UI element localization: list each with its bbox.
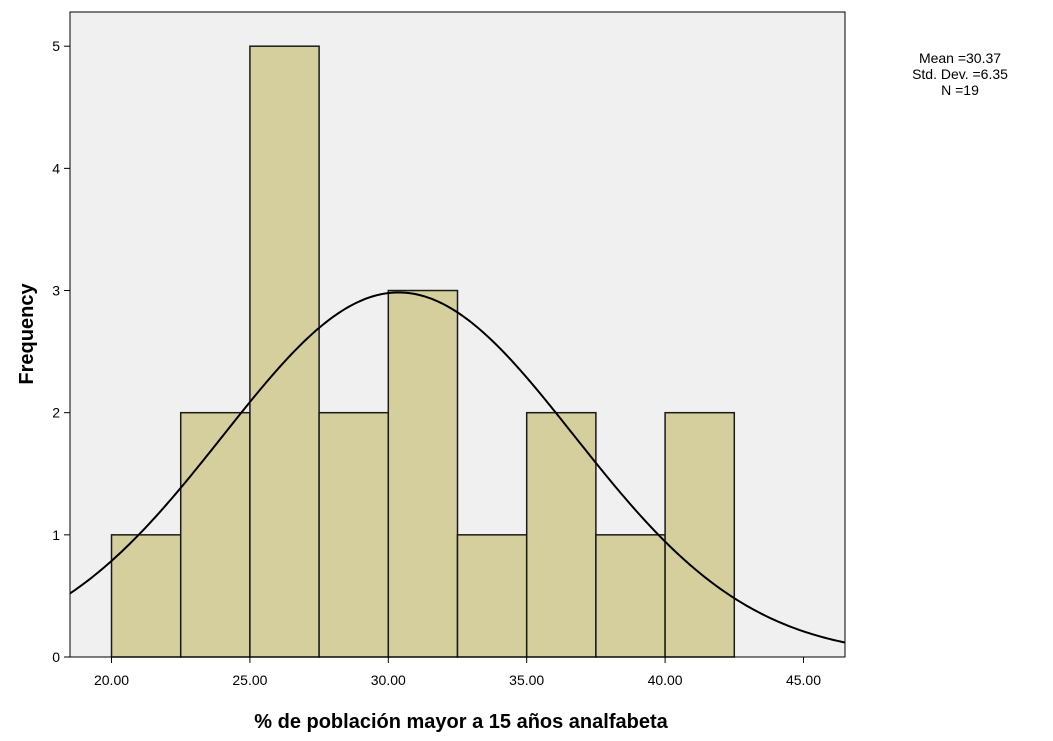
histogram-bar-9 (664, 411, 736, 658)
x-tick-label: 45.00 (786, 672, 821, 688)
n-label: N =19 (941, 82, 979, 98)
mean-label: Mean =30.37 (918, 50, 1002, 66)
y-tick-label: 3 (52, 283, 60, 299)
y-axis-title: Frequency (16, 283, 38, 385)
y-tick-label: 5 (52, 38, 60, 54)
y-axis-ticks: 0 1 2 3 4 5 (52, 38, 70, 665)
y-tick-label: 2 (52, 405, 60, 421)
std-dev-label: Std. Dev. =6.35 (912, 66, 1008, 82)
statistics-legend: Mean =30.37 Std. Dev. =6.35 N =19 (880, 50, 1040, 98)
x-tick-label: 25.00 (232, 672, 267, 688)
x-tick-label: 30.00 (371, 672, 406, 688)
histogram-bar-5 (387, 289, 459, 658)
x-tick-label: 20.00 (94, 672, 129, 688)
x-axis-title: % de población mayor a 15 años analfabet… (254, 711, 668, 733)
histogram-bars (110, 45, 736, 658)
y-tick-label: 1 (52, 527, 60, 543)
histogram-bar-1 (110, 534, 182, 658)
normal-curve (69, 291, 846, 644)
y-tick-label: 4 (52, 160, 60, 176)
histogram-bar-7 (525, 411, 597, 658)
histogram-bar-6 (456, 534, 528, 658)
histogram-bar-8 (595, 534, 666, 658)
histogram-bar-4 (318, 411, 390, 658)
histogram-bar-3 (249, 45, 320, 658)
x-tick-label: 35.00 (509, 672, 544, 688)
histogram-bar-2 (179, 411, 251, 658)
axes (69, 12, 845, 658)
x-axis-ticks: 20.00 25.00 30.00 35.00 40.00 45.00 (94, 657, 821, 688)
y-tick-label: 0 (52, 649, 60, 665)
x-tick-label: 40.00 (648, 672, 683, 688)
